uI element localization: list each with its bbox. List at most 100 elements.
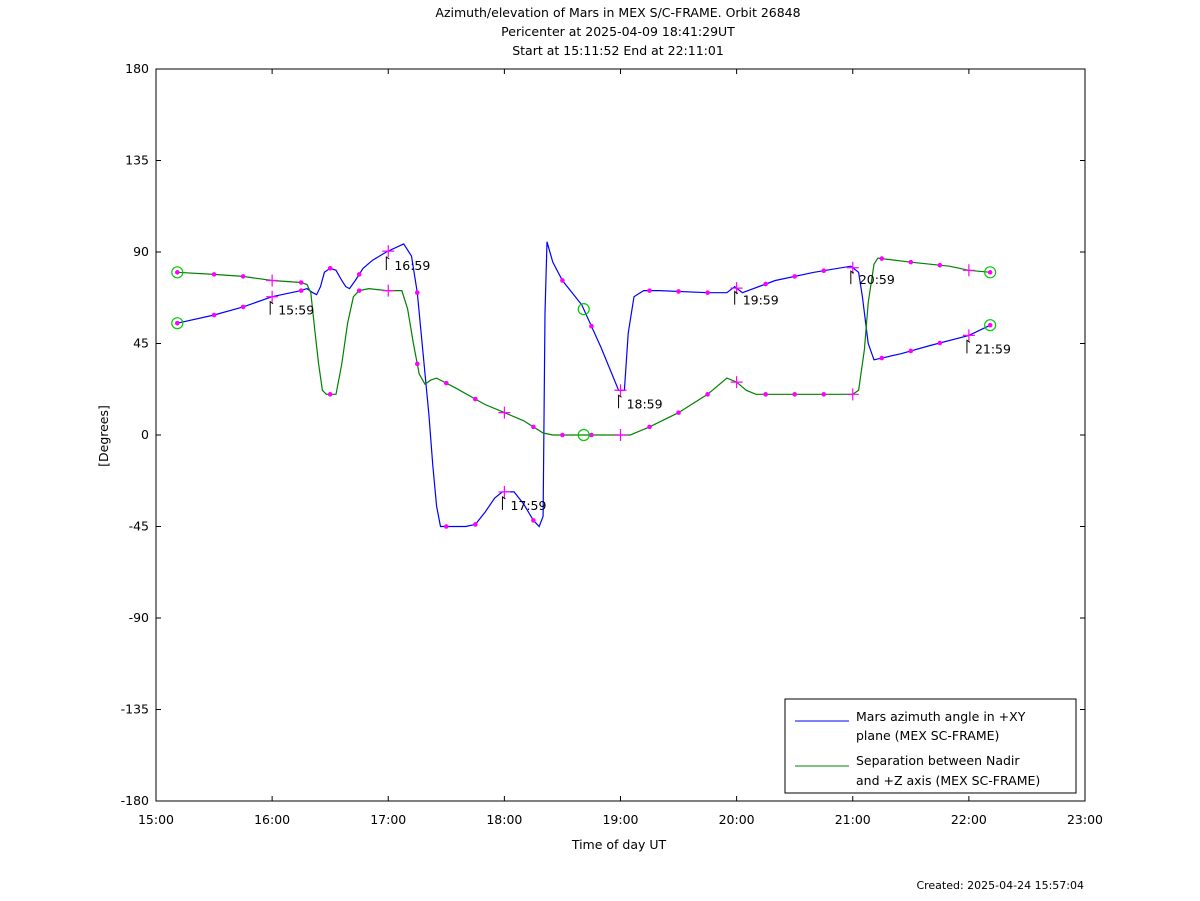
annotation-label: 18:59 <box>627 396 663 411</box>
legend-label-separation-line-2: and +Z axis (MEX SC-FRAME) <box>856 773 1040 788</box>
chart-title-line-3: Start at 15:11:52 End at 22:11:01 <box>512 43 724 58</box>
data-point-marker <box>327 392 333 397</box>
hour-marker <box>614 429 627 441</box>
data-point-marker <box>589 432 594 438</box>
data-point-marker <box>987 322 993 328</box>
hour-marker <box>730 376 743 389</box>
data-point-marker <box>705 290 710 295</box>
data-point-marker <box>414 290 420 295</box>
annotation-arrow <box>385 256 390 270</box>
y-tick-label: -90 <box>129 610 149 625</box>
data-point-marker <box>327 265 333 271</box>
hour-marker <box>730 282 743 295</box>
data-point-marker <box>705 392 710 397</box>
x-tick-label: 23:00 <box>1067 812 1103 827</box>
y-axis-label: [Degrees] <box>96 405 111 467</box>
data-point-marker <box>792 274 797 279</box>
data-point-marker <box>821 268 827 274</box>
annotation-label: 21:59 <box>975 341 1011 356</box>
annotation-layer: 15:59 16:59 17:59 18:59 19:59 20:59 21:59 <box>269 256 1011 513</box>
legend-label-azimuth-line-2: plane (MEX SC-FRAME) <box>856 728 999 743</box>
data-point-marker <box>676 410 681 415</box>
data-point-marker <box>444 524 449 529</box>
hour-marker <box>266 290 279 303</box>
data-point-marker <box>473 396 478 402</box>
data-point-marker <box>937 340 943 346</box>
data-point-marker <box>647 424 652 430</box>
y-tick-label: 45 <box>133 336 149 351</box>
data-point-marker <box>211 272 217 277</box>
data-point-marker <box>821 392 827 397</box>
annotation-arrow <box>734 290 738 305</box>
legend-label-separation-line-1: Separation between Nadir <box>856 753 1020 768</box>
x-tick-label: 21:00 <box>835 812 871 827</box>
annotation-arrow <box>269 300 274 315</box>
data-point-marker <box>356 288 362 293</box>
hour-marker <box>962 264 975 277</box>
data-point-marker <box>414 361 420 367</box>
endpoint-circle <box>171 266 184 279</box>
y-tick-label: -135 <box>121 702 149 717</box>
data-point-marker <box>473 522 478 527</box>
annotation-arrow <box>618 394 622 409</box>
series-line-1 <box>177 257 991 436</box>
data-point-marker <box>908 259 914 265</box>
x-axis-label: Time of day UT <box>571 837 667 852</box>
data-point-marker <box>560 432 565 438</box>
data-point-marker <box>987 270 993 275</box>
y-tick-label: 90 <box>133 244 149 259</box>
hour-marker <box>498 406 511 419</box>
y-tick-label: -180 <box>121 793 149 808</box>
data-point-marker <box>298 288 304 293</box>
chart-title-line-1: Azimuth/elevation of Mars in MEX S/C-FRA… <box>435 5 800 20</box>
y-tick-label: 0 <box>141 427 149 442</box>
data-point-marker <box>879 355 885 361</box>
data-point-marker <box>444 380 449 386</box>
data-point-marker <box>240 304 246 310</box>
data-point-marker <box>531 424 536 430</box>
pericenter-circle <box>577 428 590 442</box>
hour-marker <box>382 245 395 258</box>
x-tick-label: 18:00 <box>486 812 522 827</box>
legend-box <box>784 698 1077 794</box>
hour-marker <box>846 388 859 401</box>
x-tick-label: 19:00 <box>602 812 638 827</box>
data-point-marker <box>676 289 681 294</box>
x-tick-label: 16:00 <box>254 812 290 827</box>
data-point-marker <box>792 392 797 397</box>
hour-marker <box>962 329 975 342</box>
legend-label-azimuth-line-1: Mars azimuth angle in +XY <box>856 709 1026 724</box>
endpoint-circle <box>984 319 997 332</box>
hour-marker <box>498 485 511 498</box>
marker-layer <box>171 245 997 529</box>
hour-marker <box>846 261 859 274</box>
data-point-marker <box>879 256 885 261</box>
data-point-marker <box>560 278 565 283</box>
annotation-arrow <box>966 339 971 354</box>
data-point-marker <box>298 280 304 285</box>
annotation-label: 16:59 <box>394 258 430 273</box>
legend: Mars azimuth angle in +XY plane (MEX SC-… <box>784 698 1077 794</box>
data-point-marker <box>174 270 180 275</box>
data-point-marker <box>174 320 180 326</box>
data-point-marker <box>589 323 594 329</box>
data-point-marker <box>937 262 943 268</box>
x-tick-label: 17:00 <box>370 812 406 827</box>
pericenter-circle <box>577 303 590 316</box>
data-point-marker <box>763 281 768 287</box>
annotation-arrow <box>850 270 855 285</box>
data-point-marker <box>531 518 536 523</box>
annotation-label: 15:59 <box>278 303 314 318</box>
hour-marker <box>266 274 279 287</box>
created-timestamp: Created: 2025-04-24 15:57:04 <box>916 879 1084 892</box>
endpoint-circle <box>984 266 997 279</box>
hour-marker <box>614 384 627 397</box>
y-tick-label: -45 <box>129 519 149 534</box>
data-point-marker <box>356 272 362 277</box>
chart-title-line-2: Pericenter at 2025-04-09 18:41:29UT <box>501 24 735 39</box>
x-tick-label: 15:00 <box>138 812 174 827</box>
data-point-marker <box>240 274 246 279</box>
data-point-marker <box>211 312 217 318</box>
endpoint-circle <box>171 317 184 330</box>
